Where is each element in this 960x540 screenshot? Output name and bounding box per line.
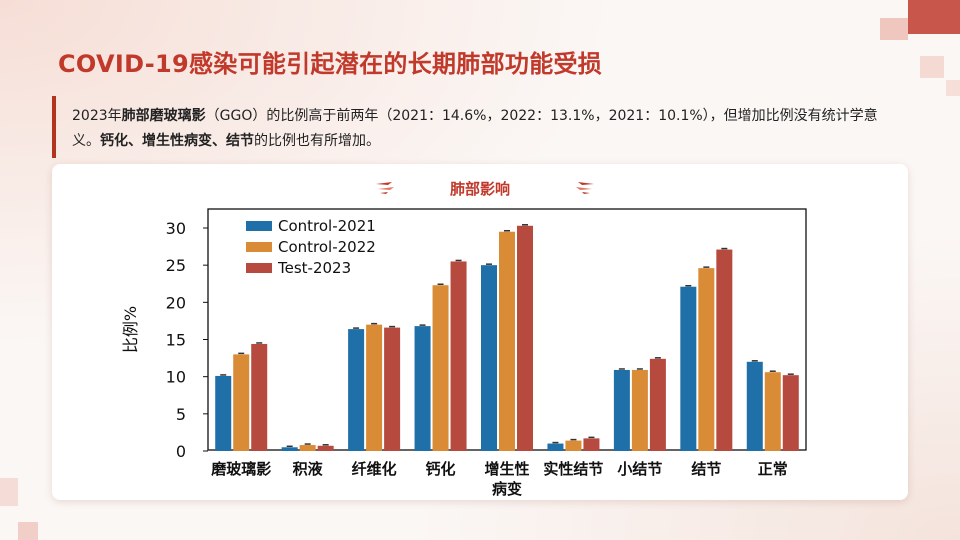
x-tick-label-line: 小结节 <box>617 460 662 478</box>
y-tick-label: 25 <box>166 256 186 275</box>
bar-control-2022 <box>698 268 715 451</box>
bar-control-2022 <box>366 324 383 451</box>
bar-control-2022 <box>565 440 582 451</box>
x-tick-label: 积液 <box>293 460 324 478</box>
bar-test-2023 <box>716 249 733 451</box>
bar-control-2021 <box>481 265 497 451</box>
legend-label: Test-2023 <box>277 259 351 277</box>
x-tick-label: 磨玻璃影 <box>210 460 271 478</box>
intro-bold-lesions: 钙化、增生性病变、结节 <box>100 133 254 149</box>
legend-swatch <box>246 242 272 252</box>
bar-control-2022 <box>764 372 781 451</box>
x-tick-label: 正常 <box>758 460 788 478</box>
x-tick-label-line: 纤维化 <box>352 460 397 478</box>
x-tick-label-line: 结节 <box>691 460 721 478</box>
y-tick-label: 20 <box>166 293 186 312</box>
bar-control-2021 <box>348 329 365 451</box>
bar-test-2023 <box>517 225 533 451</box>
intro-text: （GGO）的比例高于前两年（2021：14.6%，2022：13.1%，2021… <box>72 108 878 149</box>
legend-label: Control-2021 <box>278 217 376 235</box>
corner-decoration-square <box>946 80 960 96</box>
x-tick-label-line: 积液 <box>293 460 324 478</box>
bar-test-2023 <box>251 343 268 451</box>
bar-test-2023 <box>649 358 666 451</box>
bar-control-2021 <box>215 375 232 451</box>
x-tick-label: 增生性病变 <box>484 460 529 498</box>
bar-control-2021 <box>547 443 564 451</box>
x-tick-label-line: 钙化 <box>426 460 456 478</box>
corner-decoration-square <box>920 56 944 78</box>
x-tick-label: 小结节 <box>617 460 662 478</box>
bar-control-2022 <box>233 354 250 451</box>
bar-test-2023 <box>782 375 799 451</box>
bar-test-2023 <box>317 445 334 451</box>
bar-test-2023 <box>583 438 600 451</box>
page-title: COVID-19感染可能引起潜在的长期肺部功能受损 <box>58 50 603 78</box>
bar-control-2022 <box>631 369 648 451</box>
x-tick-label: 结节 <box>691 460 721 478</box>
bar-control-2022 <box>299 445 316 451</box>
title-ornament-left-icon <box>376 182 394 194</box>
intro-text: 的比例也有所增加。 <box>254 133 380 149</box>
x-tick-label: 实性结节 <box>543 460 603 478</box>
x-tick-label-line: 病变 <box>492 480 522 498</box>
bar-control-2022 <box>499 231 515 451</box>
y-tick-label: 15 <box>166 331 186 350</box>
corner-decoration-square <box>18 522 38 540</box>
intro-text: 2023年 <box>72 108 122 124</box>
bar-control-2022 <box>432 285 449 451</box>
y-axis-label: 比例% <box>121 306 140 353</box>
intro-bold-ggo: 肺部磨玻璃影 <box>121 108 206 124</box>
legend-swatch <box>246 221 272 231</box>
corner-decoration-square <box>0 478 18 506</box>
x-tick-label: 纤维化 <box>352 460 397 478</box>
bar-control-2021 <box>281 447 298 451</box>
chart-card: 肺部影响 0 5 10 15 20 25 30 比例% 磨玻璃影 积液 纤维化 钙化 增生性病变 实性结节… <box>52 164 908 500</box>
chart-title: 肺部影响 <box>449 180 510 198</box>
x-tick-label: 钙化 <box>426 460 456 478</box>
y-tick-label: 30 <box>166 219 186 238</box>
bar-test-2023 <box>384 327 401 451</box>
x-tick-label-line: 磨玻璃影 <box>210 460 271 478</box>
corner-decoration-square <box>880 18 908 40</box>
title-ornament-right-icon <box>576 182 594 194</box>
x-tick-label-line: 正常 <box>758 460 788 478</box>
bar-control-2021 <box>613 369 630 451</box>
legend-swatch <box>246 263 272 273</box>
bar-test-2023 <box>450 261 467 451</box>
bar-control-2021 <box>746 361 763 451</box>
legend-label: Control-2022 <box>278 238 376 256</box>
corner-decoration-top-right <box>908 0 960 34</box>
bar-control-2021 <box>680 286 697 451</box>
y-tick-label: 10 <box>166 368 186 387</box>
y-tick-label: 5 <box>176 405 186 424</box>
bar-control-2021 <box>414 326 431 451</box>
x-tick-label-line: 增生性 <box>484 460 529 478</box>
intro-paragraph: 2023年肺部磨玻璃影（GGO）的比例高于前两年（2021：14.6%，2022… <box>52 96 912 158</box>
x-tick-label-line: 实性结节 <box>543 460 603 478</box>
y-tick-label: 0 <box>176 442 186 461</box>
